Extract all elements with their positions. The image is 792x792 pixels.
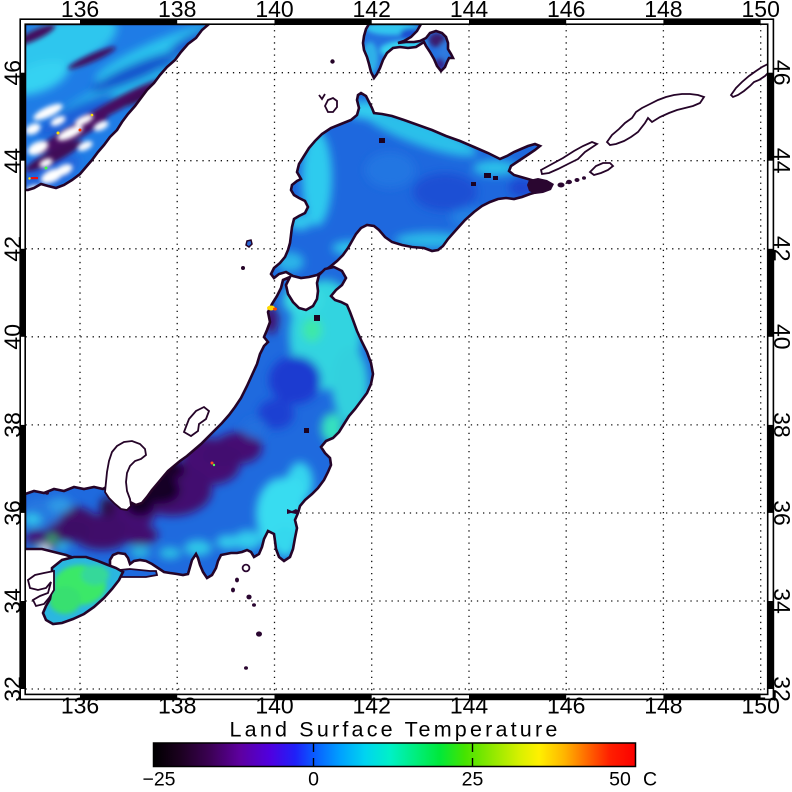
svg-text:138: 138 — [158, 0, 196, 22]
svg-text:138: 138 — [158, 693, 196, 719]
svg-text:46: 46 — [769, 60, 792, 86]
svg-text:144: 144 — [450, 0, 489, 22]
svg-text:142: 142 — [353, 693, 391, 719]
svg-text:40: 40 — [0, 324, 26, 350]
svg-text:36: 36 — [0, 500, 26, 526]
svg-text:38: 38 — [769, 412, 792, 438]
svg-text:150: 150 — [742, 0, 780, 22]
svg-text:32: 32 — [769, 676, 792, 702]
svg-text:42: 42 — [769, 236, 792, 262]
svg-text:50: 50 — [609, 769, 631, 791]
svg-text:C: C — [643, 769, 657, 791]
svg-text:146: 146 — [547, 0, 585, 22]
svg-text:142: 142 — [353, 0, 391, 22]
svg-text:44: 44 — [769, 148, 792, 174]
svg-text:136: 136 — [61, 693, 99, 719]
svg-text:140: 140 — [255, 693, 293, 719]
svg-text:148: 148 — [644, 693, 682, 719]
svg-text:38: 38 — [0, 412, 26, 438]
svg-text:46: 46 — [0, 60, 26, 86]
svg-text:150: 150 — [742, 693, 780, 719]
svg-text:144: 144 — [450, 693, 489, 719]
svg-text:0: 0 — [308, 769, 319, 791]
svg-text:34: 34 — [0, 588, 26, 614]
svg-text:44: 44 — [0, 148, 26, 174]
svg-text:34: 34 — [769, 588, 792, 614]
svg-text:40: 40 — [769, 324, 792, 350]
svg-text:140: 140 — [255, 0, 293, 22]
svg-text:148: 148 — [644, 0, 682, 22]
svg-text:Land Surface Temperature: Land Surface Temperature — [230, 718, 561, 742]
svg-text:25: 25 — [462, 769, 484, 791]
svg-text:−25: −25 — [142, 769, 175, 791]
svg-text:146: 146 — [547, 693, 585, 719]
svg-text:32: 32 — [0, 676, 26, 702]
svg-text:36: 36 — [769, 500, 792, 526]
svg-text:42: 42 — [0, 236, 26, 262]
svg-text:136: 136 — [61, 0, 99, 22]
